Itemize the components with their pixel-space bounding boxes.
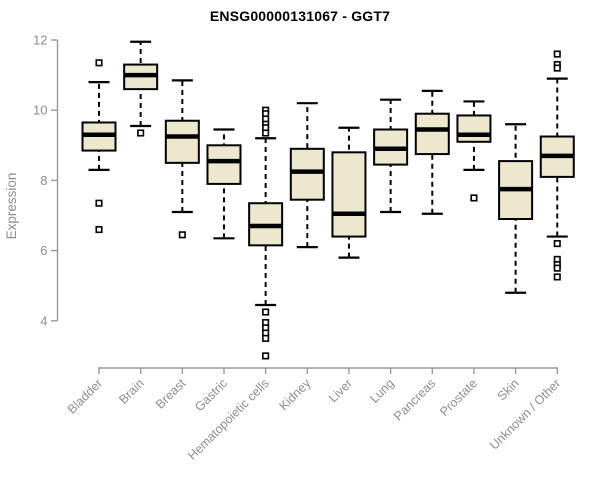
outlier-point-hematopoietic-cells: [262, 129, 270, 137]
category-label-prostate: Prostate: [437, 376, 480, 419]
outlier-point-unknown-other: [553, 64, 561, 72]
y-tick-label-4: 4: [40, 313, 47, 328]
box-liver: [331, 151, 367, 238]
outlier-point-unknown-other: [553, 273, 561, 281]
outlier-point-unknown-other: [553, 264, 561, 272]
outlier-point-unknown-other: [553, 50, 561, 58]
category-label-gastric: Gastric: [192, 376, 230, 414]
category-label-lung: Lung: [367, 376, 397, 406]
box-gastric: [206, 144, 242, 185]
outlier-point-unknown-other: [553, 240, 561, 248]
category-label-liver: Liver: [326, 376, 355, 405]
y-axis-label: Expression: [4, 173, 19, 240]
y-tick-label-8: 8: [40, 173, 47, 188]
outlier-point-hematopoietic-cells: [262, 334, 270, 342]
box-breast: [164, 119, 200, 164]
box-prostate: [456, 114, 492, 143]
category-label-kidney: Kidney: [276, 376, 313, 413]
outlier-point-breast: [178, 231, 186, 239]
category-label-bladder: Bladder: [65, 376, 105, 416]
box-kidney: [289, 147, 325, 201]
outlier-point-hematopoietic-cells: [262, 308, 270, 316]
chart-title: ENSG00000131067 - GGT7: [209, 8, 391, 24]
outlier-point-bladder: [95, 59, 103, 67]
category-label-skin: Skin: [495, 376, 522, 403]
category-label-breast: Breast: [153, 376, 189, 412]
category-label-hematopoietic-cells: Hematopoietic cells: [185, 376, 272, 463]
outlier-point-brain: [137, 129, 145, 137]
box-pancreas: [414, 112, 450, 156]
category-label-brain: Brain: [116, 376, 147, 407]
y-tick-label-12: 12: [33, 33, 47, 48]
outlier-point-bladder: [95, 199, 103, 207]
y-tick-label-10: 10: [33, 103, 47, 118]
y-tick-label-6: 6: [40, 243, 47, 258]
category-label-pancreas: Pancreas: [391, 376, 438, 423]
category-label-unknown-other: Unknown / Other: [487, 376, 563, 452]
outlier-point-bladder: [95, 225, 103, 234]
outlier-point-prostate: [470, 194, 478, 202]
outlier-point-hematopoietic-cells: [262, 352, 270, 360]
